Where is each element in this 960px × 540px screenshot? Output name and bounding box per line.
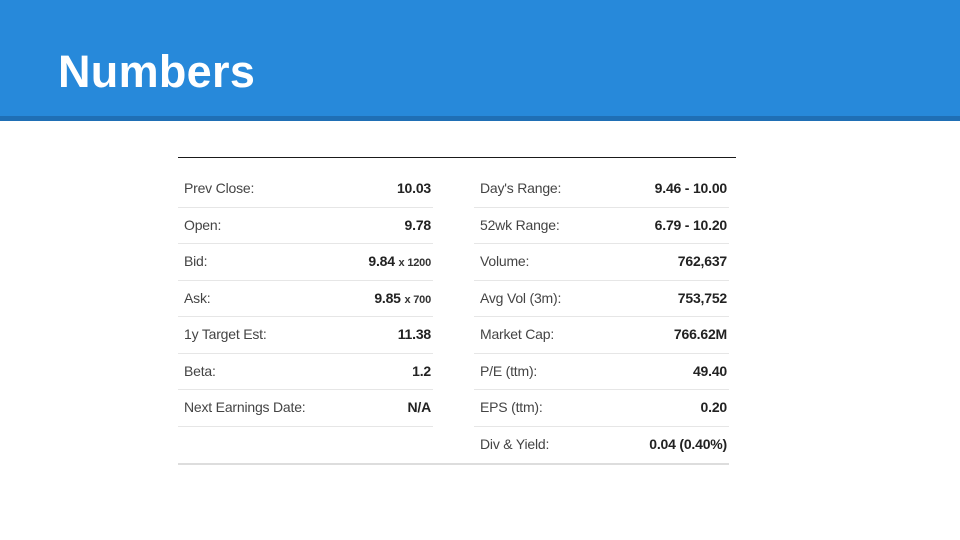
table-row: 52wk Range: 6.79 - 10.20: [474, 208, 729, 244]
table-row: EPS (ttm): 0.20: [474, 390, 729, 427]
row-value: 1.2: [412, 362, 431, 379]
row-label: Beta:: [184, 362, 216, 379]
ask-size: x 700: [404, 293, 431, 306]
row-value: 11.38: [397, 326, 431, 342]
header-shadow: [0, 116, 960, 121]
row-label: Volume:: [480, 253, 530, 269]
row-value: 753,752: [677, 289, 727, 306]
header-bar: [0, 0, 960, 116]
left-column: Prev Close: 10.03 Open: 9.78 Bid: 9.84 x…: [178, 171, 433, 427]
row-value: N/A: [407, 399, 431, 415]
row-value: 9.84 x 1200: [368, 253, 431, 269]
row-label: Ask:: [184, 289, 211, 306]
row-label: 1y Target Est:: [184, 326, 267, 342]
row-label: Bid:: [184, 253, 208, 269]
row-value: 766.62M: [673, 326, 727, 342]
row-label: Avg Vol (3m):: [480, 289, 562, 306]
row-label: Div & Yield:: [480, 435, 550, 452]
row-value: 0.04 (0.40%): [649, 435, 727, 452]
row-value: 9.46 - 10.00: [654, 180, 728, 196]
table-row: P/E (ttm): 49.40: [474, 354, 729, 390]
table-row: Market Cap: 766.62M: [474, 317, 729, 354]
table-row: Volume: 762,637: [474, 244, 729, 281]
row-label: P/E (ttm):: [480, 362, 538, 379]
table-row: Open: 9.78: [178, 208, 433, 244]
right-column: Day's Range: 9.46 - 10.00 52wk Range: 6.…: [474, 171, 729, 463]
row-value: 49.40: [692, 362, 727, 379]
row-value: 10.03: [396, 180, 431, 196]
quote-table: Prev Close: 10.03 Open: 9.78 Bid: 9.84 x…: [178, 157, 736, 465]
row-label: Prev Close:: [184, 180, 255, 196]
row-value: 6.79 - 10.20: [654, 216, 728, 233]
bottom-rule: [178, 463, 729, 465]
row-value: 9.78: [404, 216, 432, 233]
row-label: EPS (ttm):: [480, 399, 543, 415]
table-row: Prev Close: 10.03: [178, 171, 433, 208]
table-row: Next Earnings Date: N/A: [178, 390, 433, 427]
row-label: Day's Range:: [480, 180, 562, 196]
table-row: Div & Yield: 0.04 (0.40%): [474, 427, 729, 464]
table-row: Day's Range: 9.46 - 10.00: [474, 171, 729, 208]
row-value: 9.85 x 700: [374, 289, 431, 306]
slide-title: Numbers: [58, 46, 256, 97]
row-value: 0.20: [700, 399, 728, 415]
table-row: Ask: 9.85 x 700: [178, 281, 433, 317]
table-row: Beta: 1.2: [178, 354, 433, 390]
row-label: Open:: [184, 216, 222, 233]
row-label: 52wk Range:: [480, 216, 560, 233]
table-row: Bid: 9.84 x 1200: [178, 244, 433, 281]
table-row: Avg Vol (3m): 753,752: [474, 281, 729, 317]
bid-size: x 1200: [398, 257, 432, 269]
top-rule: [178, 157, 736, 158]
row-label: Market Cap:: [480, 326, 555, 342]
row-value: 762,637: [677, 253, 727, 269]
row-label: Next Earnings Date:: [184, 399, 306, 415]
table-row: 1y Target Est: 11.38: [178, 317, 433, 354]
